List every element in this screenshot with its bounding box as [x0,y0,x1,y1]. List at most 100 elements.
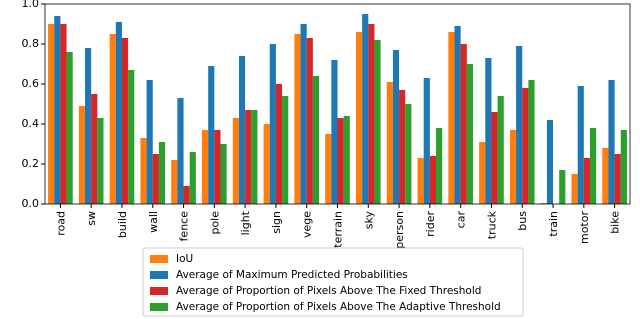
bar [171,160,178,204]
bar [306,38,313,204]
bar [152,154,159,204]
bar [146,80,153,204]
y-tick-label: 0.0 [22,197,40,210]
bar [583,158,590,204]
bar [245,110,252,204]
bar [109,34,116,204]
bar [491,112,498,204]
bar [48,24,55,204]
legend-swatch [150,287,168,295]
bar [417,158,424,204]
legend-label: IoU [176,253,193,265]
x-tick-label: build [116,211,129,238]
bar [220,144,227,204]
x-tick-label: wall [147,211,160,233]
bar [368,24,375,204]
bar [436,128,443,204]
x-tick-label: sw [85,211,98,226]
x-tick-label: road [54,211,67,236]
x-tick-label: bike [609,211,622,234]
legend-swatch [150,303,168,311]
bar [282,96,289,204]
bar [66,52,73,204]
bar [232,118,239,204]
bar [85,48,92,204]
bar [362,14,369,204]
y-tick-label: 0.6 [22,77,40,90]
bar [202,130,209,204]
x-tick-label: light [239,210,252,235]
bar [516,46,523,204]
legend: IoU Average of Maximum Predicted Probabil… [142,247,524,317]
bar [91,94,98,204]
y-tick-label: 0.4 [22,117,40,130]
x-tick-label: pole [208,211,221,235]
bar [602,148,609,204]
bar [522,88,529,204]
axes-frame [44,3,631,205]
bar [251,110,258,204]
bar [60,24,67,204]
bar [263,124,270,204]
bar [325,134,332,204]
y-tick-label: 0.8 [22,37,40,50]
bar [608,80,615,204]
x-tick-label: rider [424,211,437,237]
bar [559,170,566,204]
bar [331,60,338,204]
bar [238,56,246,204]
legend-frame [142,247,524,317]
bar [528,80,535,204]
bar [343,116,350,204]
legend-label: Average of Proportion of Pixels Above Th… [176,285,481,297]
bar [497,96,504,204]
bar [448,32,455,204]
x-tick-label: train [547,211,560,237]
x-tick-label: bus [516,211,529,231]
bar [466,64,473,204]
y-tick-label: 0.2 [22,157,40,170]
x-tick-label: truck [485,210,498,239]
bar [620,130,627,204]
bar [140,138,147,204]
y-tick-label: 1.0 [22,0,40,10]
bar [121,38,129,204]
bar [454,26,461,204]
bar [269,44,276,204]
bar [423,78,430,204]
bar [54,16,61,204]
bar [589,128,597,204]
x-tick-label: sign [270,211,283,234]
bar [577,86,584,204]
bar [614,154,621,204]
bar [546,120,554,204]
bar [78,106,86,204]
bar [485,58,492,204]
bar [128,70,135,204]
bar [177,98,184,204]
bar [405,104,412,204]
bar [189,152,196,204]
bar [509,130,517,204]
bar [275,84,283,204]
bar [399,90,406,204]
bar [294,34,301,204]
bar [300,24,307,204]
legend-swatch [150,255,168,263]
bar [540,203,547,204]
bar [374,40,381,204]
x-tick-label: vege [301,211,314,238]
x-tick-label: fence [178,211,191,242]
x-tick-label: sky [362,211,375,230]
bar [337,118,344,204]
legend-label: Average of Maximum Predicted Probabiliti… [176,269,408,281]
legend-label: Average of Proportion of Pixels Above Th… [176,301,501,313]
bar [208,66,215,204]
bar [386,82,393,204]
x-tick-label: car [455,211,468,229]
bar [479,142,486,204]
bar [183,186,190,204]
x-tick-label: person [393,211,406,249]
bar [392,50,400,204]
